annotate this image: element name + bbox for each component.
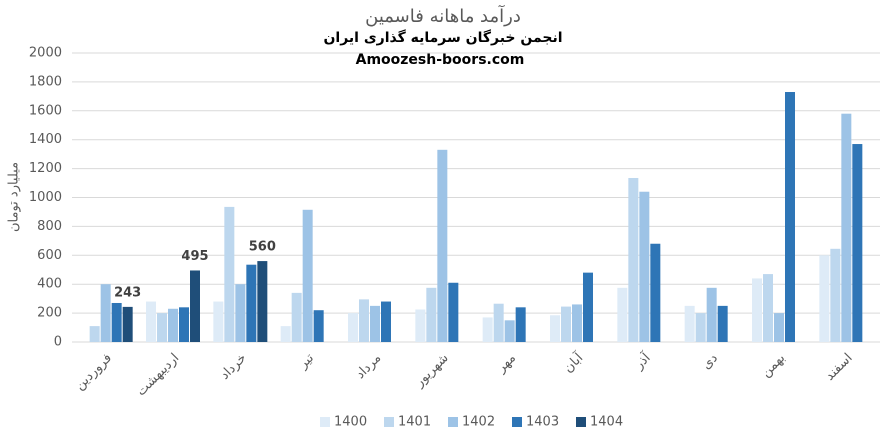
bar bbox=[504, 320, 515, 342]
x-tick-label: بهمن bbox=[759, 351, 789, 381]
data-label: 560 bbox=[249, 240, 276, 255]
bar bbox=[370, 305, 380, 342]
bar bbox=[291, 292, 302, 342]
bar bbox=[841, 113, 852, 342]
bar bbox=[224, 206, 235, 342]
x-tick-label: مهر bbox=[493, 351, 519, 377]
chart-title: درآمد ماهانه فاسمین bbox=[365, 4, 521, 27]
bar bbox=[561, 306, 571, 342]
bar bbox=[628, 177, 639, 342]
bar bbox=[235, 284, 246, 342]
bar bbox=[426, 287, 437, 342]
bar bbox=[146, 301, 156, 342]
x-tick-label: دی bbox=[699, 351, 721, 373]
bar bbox=[515, 307, 526, 342]
legend-swatch bbox=[448, 417, 458, 427]
x-tick-label: تیر bbox=[295, 350, 317, 372]
bar bbox=[830, 248, 841, 342]
legend-swatch bbox=[320, 417, 330, 427]
bar bbox=[752, 278, 762, 342]
y-tick-label: 1600 bbox=[29, 103, 62, 118]
legend-swatch bbox=[512, 417, 522, 427]
bar bbox=[695, 313, 706, 342]
legend-label: 1404 bbox=[590, 415, 623, 430]
bar bbox=[168, 308, 178, 342]
bar bbox=[448, 282, 459, 342]
bar bbox=[257, 261, 268, 342]
y-tick-label: 1200 bbox=[29, 161, 62, 176]
y-tick-label: 600 bbox=[37, 248, 62, 263]
chart-subtitle: انجمن خبرگان سرمایه گذاری ایران bbox=[323, 29, 562, 46]
y-tick-label: 800 bbox=[37, 219, 62, 234]
bar bbox=[213, 301, 224, 342]
source: Amoozesh-boors.com bbox=[356, 52, 525, 68]
bar bbox=[583, 272, 593, 342]
data-label: 243 bbox=[114, 285, 141, 300]
bar bbox=[684, 305, 695, 342]
x-tick-label: اردیبهشت bbox=[134, 351, 182, 399]
bar bbox=[313, 310, 324, 342]
bar bbox=[572, 304, 582, 342]
y-tick-label: 1000 bbox=[29, 190, 62, 205]
x-tick-label: فروردین bbox=[72, 351, 115, 394]
legend-label: 1400 bbox=[334, 415, 367, 430]
bar bbox=[650, 243, 661, 342]
y-axis-title: میلیارد تومان bbox=[7, 162, 22, 232]
y-tick-label: 1800 bbox=[29, 74, 62, 89]
bar bbox=[639, 191, 650, 342]
legend-label: 1401 bbox=[398, 415, 431, 430]
bar bbox=[381, 301, 391, 342]
data-label: 495 bbox=[181, 249, 208, 264]
y-tick-label: 400 bbox=[37, 277, 62, 292]
bar bbox=[774, 313, 784, 342]
legend-swatch bbox=[384, 417, 394, 427]
x-tick-label: مرداد bbox=[353, 351, 384, 382]
bar bbox=[617, 287, 628, 342]
bar bbox=[157, 313, 167, 342]
bar bbox=[302, 209, 313, 342]
bar bbox=[348, 313, 358, 342]
bar bbox=[493, 303, 504, 342]
y-tick-label: 2000 bbox=[29, 46, 62, 61]
bar bbox=[415, 309, 426, 342]
bar bbox=[100, 284, 111, 342]
bar bbox=[111, 302, 122, 342]
y-tick-label: 0 bbox=[54, 335, 62, 350]
legend-label: 1402 bbox=[462, 415, 495, 430]
bar bbox=[482, 317, 493, 342]
bar bbox=[717, 305, 728, 342]
x-tick-label: اسفند bbox=[823, 351, 856, 384]
bar bbox=[179, 307, 189, 342]
y-tick-label: 200 bbox=[37, 306, 62, 321]
bar bbox=[550, 315, 560, 342]
bar bbox=[437, 149, 448, 342]
bar bbox=[785, 92, 795, 342]
x-tick-label: خرداد bbox=[218, 351, 250, 383]
bar bbox=[706, 287, 717, 342]
bar bbox=[763, 274, 773, 342]
bar bbox=[122, 306, 133, 342]
bar bbox=[89, 326, 100, 342]
x-tick-label: آبان bbox=[560, 348, 588, 376]
bar bbox=[819, 255, 830, 342]
bar bbox=[190, 270, 200, 342]
x-tick-label: آذر bbox=[630, 348, 655, 373]
x-tick-label: شهریور bbox=[412, 351, 452, 391]
legend-swatch bbox=[576, 417, 586, 427]
bar bbox=[280, 326, 291, 342]
y-tick-label: 1400 bbox=[29, 132, 62, 147]
bar bbox=[852, 144, 863, 342]
bar bbox=[246, 264, 257, 342]
legend-label: 1403 bbox=[526, 415, 559, 430]
bar bbox=[359, 299, 369, 342]
